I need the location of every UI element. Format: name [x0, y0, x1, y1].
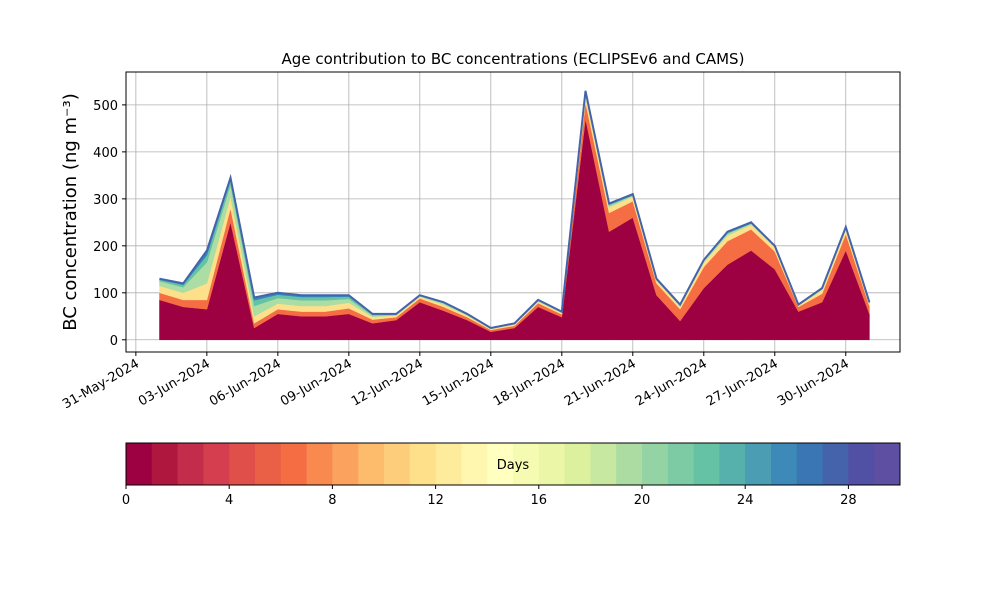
colorbar-tick-label: 28	[840, 493, 857, 508]
colorbar-cell	[229, 443, 256, 485]
colorbar-cell	[280, 443, 308, 485]
x-tick-label: 24-Jun-2024	[633, 356, 710, 409]
x-tick-label: 30-Jun-2024	[775, 356, 852, 409]
colorbar-cell	[358, 443, 385, 485]
colorbar-cell	[564, 443, 591, 485]
colorbar-cell	[822, 443, 849, 485]
x-tick-label: 09-Jun-2024	[278, 356, 355, 409]
chart-title: Age contribution to BC concentrations (E…	[282, 50, 745, 68]
x-tick-label: 03-Jun-2024	[136, 356, 213, 409]
y-tick-label: 500	[93, 99, 118, 114]
colorbar-cell	[745, 443, 772, 485]
colorbar-cell	[616, 443, 643, 485]
colorbar-tick-label: 8	[328, 493, 336, 508]
colorbar-cell	[255, 443, 282, 485]
colorbar-cell	[590, 443, 617, 485]
colorbar-cell	[848, 443, 875, 485]
colorbar-frame	[125, 442, 901, 486]
x-tick-label: 15-Jun-2024	[420, 356, 497, 409]
x-tick-label: 27-Jun-2024	[704, 356, 781, 409]
colorbar-cell	[667, 443, 695, 485]
x-tick-label: 21-Jun-2024	[562, 356, 639, 409]
colorbar-cell	[874, 443, 901, 485]
y-axis-label: BC concentration (ng m⁻³)	[60, 93, 81, 331]
colorbar-cell	[384, 443, 411, 485]
colorbar-cell	[796, 443, 824, 485]
colorbar-cell	[771, 443, 798, 485]
colorbar-cell	[487, 443, 514, 485]
colorbar-cell	[719, 443, 746, 485]
colorbar-tick-label: 20	[634, 493, 651, 508]
colorbar-tick-label: 0	[122, 493, 130, 508]
x-tick-label: 18-Jun-2024	[491, 356, 568, 409]
colorbar-cell	[693, 443, 720, 485]
top-line	[159, 90, 871, 330]
colorbar-tick-label: 16	[531, 493, 548, 508]
x-tick-label: 12-Jun-2024	[349, 356, 426, 409]
y-tick-label: 200	[93, 240, 118, 255]
x-tick-label: 31-May-2024	[60, 356, 142, 412]
colorbar-cell	[435, 443, 462, 485]
colorbar-tick-label: 12	[427, 493, 444, 508]
colorbar-label: Days	[497, 458, 530, 473]
colorbar-cell	[151, 443, 179, 485]
plot-frame	[125, 71, 901, 353]
colorbar-cell	[538, 443, 566, 485]
y-tick-label: 400	[93, 146, 118, 161]
colorbar-cell	[177, 443, 204, 485]
colorbar-cell	[642, 443, 669, 485]
colorbar-cell	[332, 443, 359, 485]
y-tick-label: 0	[110, 334, 118, 349]
y-tick-label: 100	[93, 287, 118, 302]
colorbar-cell	[306, 443, 333, 485]
colorbar-cell	[203, 443, 230, 485]
colorbar-tick-label: 4	[225, 493, 233, 508]
colorbar-cell	[126, 443, 153, 485]
x-tick-label: 06-Jun-2024	[207, 356, 284, 409]
colorbar-cell	[513, 443, 540, 485]
colorbar-tick-label: 24	[737, 493, 754, 508]
colorbar-cell	[409, 443, 437, 485]
y-tick-label: 300	[93, 193, 118, 208]
colorbar-cell	[461, 443, 488, 485]
